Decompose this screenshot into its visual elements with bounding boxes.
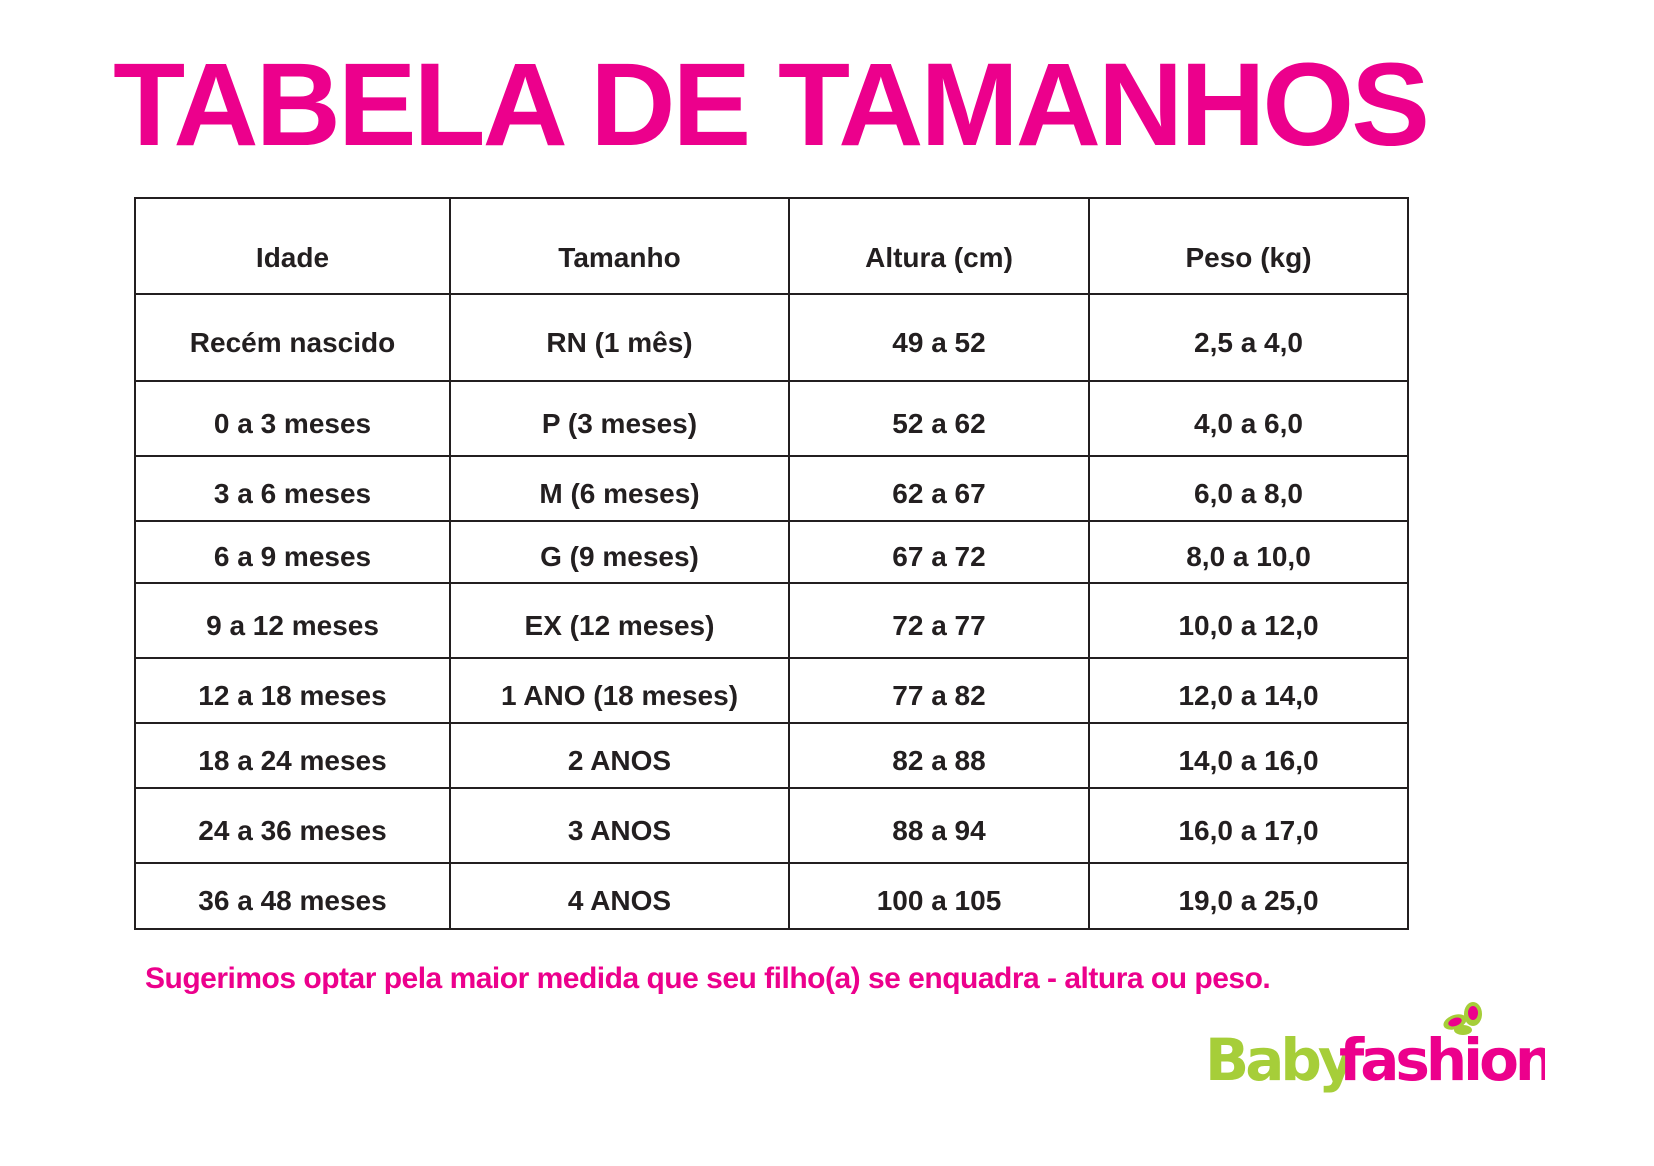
table-row: 12 a 18 meses 1 ANO (18 meses) 77 a 82 12,0… — [134, 657, 1409, 724]
cell-peso: 8,0 a 10,0 — [1088, 520, 1409, 584]
cell-idade: 36 a 48 meses — [134, 862, 451, 930]
cell-tamanho: 4 ANOS — [449, 862, 790, 930]
cell-idade: 18 a 24 meses — [134, 722, 451, 789]
butterfly-icon — [1443, 1002, 1482, 1035]
cell-peso: 10,0 a 12,0 — [1088, 582, 1409, 659]
cell-peso: 6,0 a 8,0 — [1088, 455, 1409, 522]
cell-peso: 16,0 a 17,0 — [1088, 787, 1409, 864]
cell-idade: 24 a 36 meses — [134, 787, 451, 864]
logo-fashion: fashion — [1339, 1026, 1545, 1094]
header-altura: Altura (cm) — [788, 197, 1090, 295]
table-row: Recém nascido RN (1 mês) 49 a 52 2,5 a 4,0 — [134, 293, 1409, 382]
cell-peso: 12,0 a 14,0 — [1088, 657, 1409, 724]
cell-altura: 88 a 94 — [788, 787, 1090, 864]
size-table: Idade Tamanho Altura (cm) Peso (kg) Recé… — [134, 197, 1409, 930]
table-row: 9 a 12 meses EX (12 meses) 72 a 77 10,0 a 1… — [134, 582, 1409, 659]
cell-peso: 2,5 a 4,0 — [1088, 293, 1409, 382]
cell-idade: 0 a 3 meses — [134, 380, 451, 457]
cell-idade: 6 a 9 meses — [134, 520, 451, 584]
cell-tamanho: 2 ANOS — [449, 722, 790, 789]
header-tamanho: Tamanho — [449, 197, 790, 295]
cell-tamanho: 1 ANO (18 meses) — [449, 657, 790, 724]
cell-tamanho: RN (1 mês) — [449, 293, 790, 382]
table-row: 3 a 6 meses M (6 meses) 62 a 67 6,0 a 8,0 — [134, 455, 1409, 522]
table-row: 6 a 9 meses G (9 meses) 67 a 72 8,0 a 10,0 — [134, 520, 1409, 584]
cell-peso: 19,0 a 25,0 — [1088, 862, 1409, 930]
cell-tamanho: EX (12 meses) — [449, 582, 790, 659]
cell-altura: 77 a 82 — [788, 657, 1090, 724]
table-row: 18 a 24 meses 2 ANOS 82 a 88 14,0 a 16,0 — [134, 722, 1409, 789]
cell-altura: 52 a 62 — [788, 380, 1090, 457]
cell-tamanho: 3 ANOS — [449, 787, 790, 864]
logo-baby: Baby — [1205, 1026, 1355, 1094]
cell-altura: 82 a 88 — [788, 722, 1090, 789]
cell-tamanho: M (6 meses) — [449, 455, 790, 522]
cell-altura: 62 a 67 — [788, 455, 1090, 522]
table-row: 36 a 48 meses 4 ANOS 100 a 105 19,0 a 25,0 — [134, 862, 1409, 930]
table-row: 24 a 36 meses 3 ANOS 88 a 94 16,0 a 17,0 — [134, 787, 1409, 864]
cell-idade: 12 a 18 meses — [134, 657, 451, 724]
cell-altura: 72 a 77 — [788, 582, 1090, 659]
table-row: 0 a 3 meses P (3 meses) 52 a 62 4,0 a 6,0 — [134, 380, 1409, 457]
page-title: TABELA DE TAMANHOS — [113, 39, 1430, 171]
cell-tamanho: P (3 meses) — [449, 380, 790, 457]
cell-altura: 100 a 105 — [788, 862, 1090, 930]
cell-peso: 4,0 a 6,0 — [1088, 380, 1409, 457]
recommendation-note: Sugerimos optar pela maior medida que se… — [145, 962, 1271, 995]
cell-altura: 49 a 52 — [788, 293, 1090, 382]
cell-altura: 67 a 72 — [788, 520, 1090, 584]
cell-peso: 14,0 a 16,0 — [1088, 722, 1409, 789]
cell-idade: Recém nascido — [134, 293, 451, 382]
cell-tamanho: G (9 meses) — [449, 520, 790, 584]
cell-idade: 3 a 6 meses — [134, 455, 451, 522]
cell-idade: 9 a 12 meses — [134, 582, 451, 659]
table-header-row: Idade Tamanho Altura (cm) Peso (kg) — [134, 197, 1409, 295]
header-peso: Peso (kg) — [1088, 197, 1409, 295]
babyfashion-logo: Baby fashion — [1205, 1002, 1545, 1094]
header-idade: Idade — [134, 197, 451, 295]
